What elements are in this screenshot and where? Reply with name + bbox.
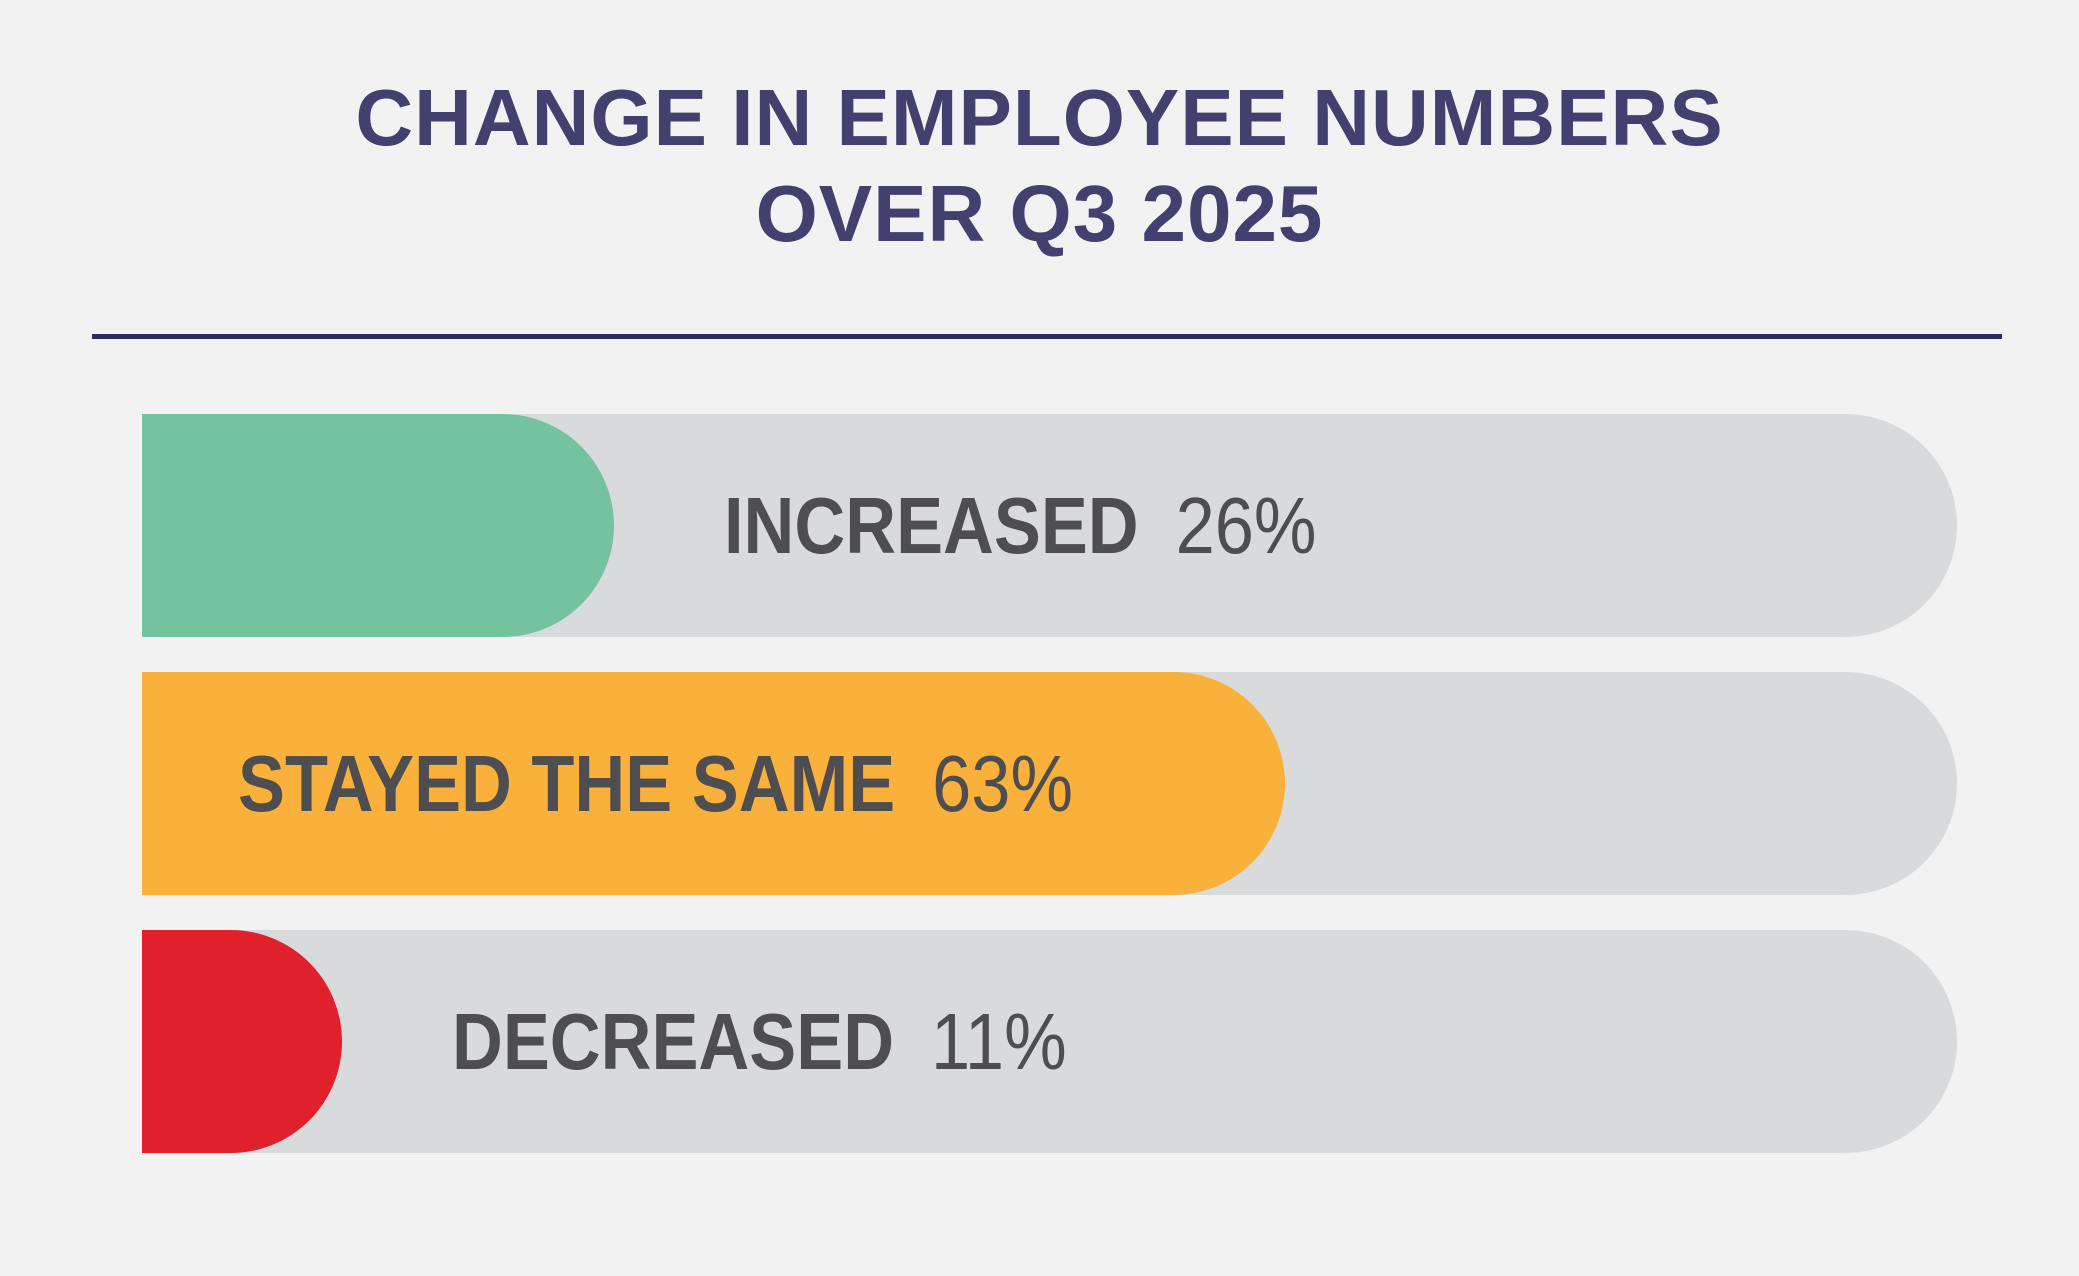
bar-label: INCREASED 26% [724,414,1317,637]
bar-row: STAYED THE SAME 63% [142,672,1957,895]
bar-value-label: 26% [1175,480,1317,570]
bar-fill [142,930,342,1153]
bar-track [142,930,1957,1153]
bar-label: DECREASED 11% [452,930,1067,1153]
bar-fill [142,672,1286,895]
bar-chart: INCREASED 26% STAYED THE SAME 63% DECREASED 1… [142,414,1957,1153]
title-divider [92,334,2002,339]
bar-label: STAYED THE SAME 63% [238,672,1073,895]
bar-category-label: STAYED THE SAME [238,738,896,828]
title-line-2: OVER Q3 2025 [755,169,1324,258]
bar-category-label: INCREASED [723,480,1139,570]
bar-category-label: DECREASED [451,996,894,1086]
bar-value-label: 11% [930,996,1067,1086]
bar-value-label: 63% [932,738,1074,828]
bar-row: INCREASED 26% [142,414,1957,637]
bar-fill [142,414,614,637]
page-title: CHANGE IN EMPLOYEE NUMBERS OVER Q3 2025 [0,70,2079,262]
title-line-1: CHANGE IN EMPLOYEE NUMBERS [355,73,1724,162]
bar-row: DECREASED 11% [142,930,1957,1153]
